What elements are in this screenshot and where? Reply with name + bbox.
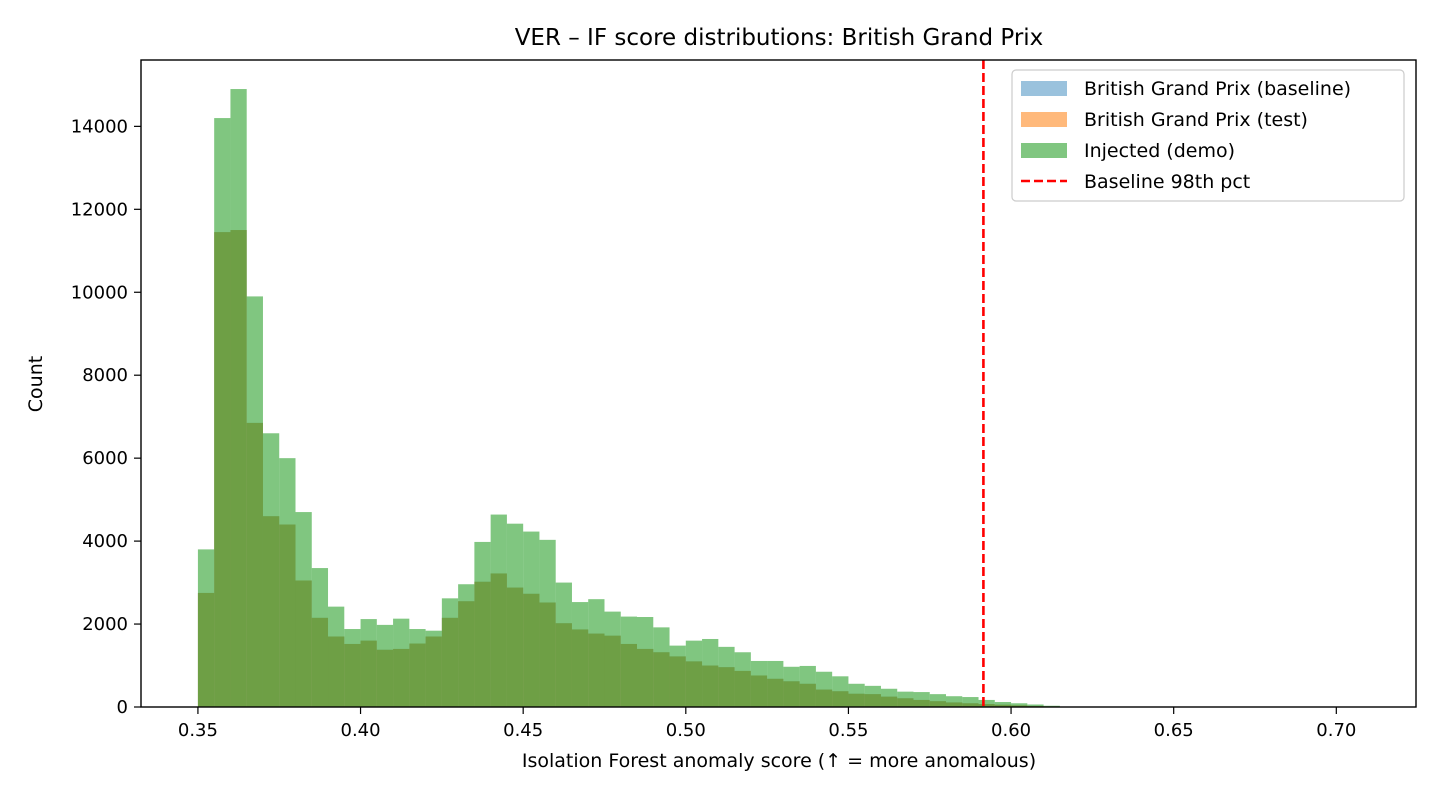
- histogram-bar: [832, 676, 849, 707]
- histogram-bar: [539, 539, 556, 707]
- histogram-bar: [409, 629, 426, 707]
- bars-layer: [197, 89, 1174, 708]
- histogram-bar: [637, 617, 654, 707]
- y-tick-label: 4000: [82, 531, 128, 552]
- x-tick-label: 0.65: [1154, 720, 1194, 741]
- histogram-bar: [864, 685, 881, 707]
- histogram-bar: [588, 599, 605, 707]
- histogram-bar: [946, 696, 963, 707]
- y-tick-label: 8000: [82, 365, 128, 386]
- histogram-bar: [393, 618, 410, 707]
- histogram-bar: [750, 660, 768, 707]
- histogram-bar: [360, 619, 377, 707]
- chart-title: VER – IF score distributions: British Gr…: [515, 25, 1044, 51]
- histogram-bar: [978, 699, 995, 707]
- histogram-bar: [620, 616, 638, 707]
- legend-label: Baseline 98th pct: [1084, 171, 1250, 193]
- legend-label: Injected (demo): [1084, 140, 1235, 162]
- histogram-bar: [718, 646, 735, 707]
- histogram-bar: [1011, 703, 1028, 707]
- x-axis-label: Isolation Forest anomaly score (↑ = more…: [522, 750, 1036, 772]
- x-tick-label: 0.50: [666, 720, 706, 741]
- histogram-bar: [246, 296, 263, 707]
- histogram-bar: [441, 598, 459, 707]
- histogram-bar: [214, 118, 231, 708]
- y-tick-label: 6000: [82, 448, 128, 469]
- histogram-bar: [685, 640, 703, 707]
- histogram-bar: [734, 652, 751, 707]
- legend-box: [1011, 69, 1405, 202]
- histogram-bar: [669, 645, 686, 707]
- legend-swatch: [1021, 143, 1067, 158]
- series-3: [197, 89, 1109, 708]
- histogram-bar: [328, 606, 345, 707]
- plot-frame: [140, 59, 1417, 708]
- histogram-bar: [555, 582, 572, 707]
- histogram-bar: [571, 602, 589, 707]
- y-tick-label: 14000: [71, 116, 128, 137]
- histogram-bar: [230, 89, 247, 708]
- x-tick-label: 0.55: [828, 720, 868, 741]
- legend-swatch: [1021, 81, 1067, 96]
- histogram-bar: [604, 611, 621, 707]
- y-tick-label: 0: [117, 697, 128, 718]
- histogram-bar: [474, 541, 491, 707]
- histogram-bar: [799, 665, 816, 707]
- histogram-bar: [506, 523, 524, 707]
- histogram-bar: [376, 624, 394, 707]
- histogram-bar: [702, 638, 719, 707]
- y-tick-label: 2000: [82, 614, 128, 635]
- x-axis-ticks: 0.35 0.40 0.45 0.50 0.55 0.60 0.65 0.70: [178, 707, 1356, 741]
- histogram-bar: [767, 660, 784, 707]
- x-tick-label: 0.40: [341, 720, 381, 741]
- histogram-bar: [929, 694, 947, 707]
- histogram-bar: [815, 671, 833, 707]
- histogram-bar: [490, 514, 507, 707]
- x-tick-label: 0.60: [991, 720, 1031, 741]
- histogram-bar: [994, 702, 1012, 707]
- histogram-bar: [197, 549, 215, 707]
- x-tick-label: 0.70: [1316, 720, 1356, 741]
- y-axis-ticks: 0 2000 4000 6000 8000 10000 12000 14000: [71, 116, 141, 718]
- histogram-bar: [1027, 704, 1044, 707]
- legend-swatch: [1021, 112, 1067, 127]
- histogram-bar: [425, 630, 442, 707]
- legend-label: British Grand Prix (baseline): [1084, 78, 1351, 100]
- histogram-bar: [880, 688, 898, 707]
- histogram-bar: [458, 584, 475, 707]
- legend: British Grand Prix (baseline) British Gra…: [1011, 69, 1405, 202]
- y-tick-label: 10000: [71, 282, 128, 303]
- histogram-bar: [653, 627, 670, 707]
- histogram-bar: [523, 531, 540, 707]
- histogram-bar: [262, 433, 280, 707]
- legend-label: British Grand Prix (test): [1084, 109, 1308, 131]
- histogram-bar: [897, 691, 914, 707]
- x-tick-label: 0.45: [503, 720, 543, 741]
- histogram-bar: [344, 629, 361, 707]
- histogram-bar: [311, 568, 329, 707]
- histogram-bar: [279, 458, 296, 707]
- histogram-bar: [295, 512, 312, 707]
- y-tick-label: 12000: [71, 199, 128, 220]
- histogram-bar: [783, 666, 800, 707]
- histogram-bar: [848, 683, 865, 707]
- histogram-bar: [913, 692, 930, 707]
- histogram-bar: [962, 697, 979, 707]
- y-axis-label: Count: [25, 356, 47, 412]
- x-tick-label: 0.35: [178, 720, 218, 741]
